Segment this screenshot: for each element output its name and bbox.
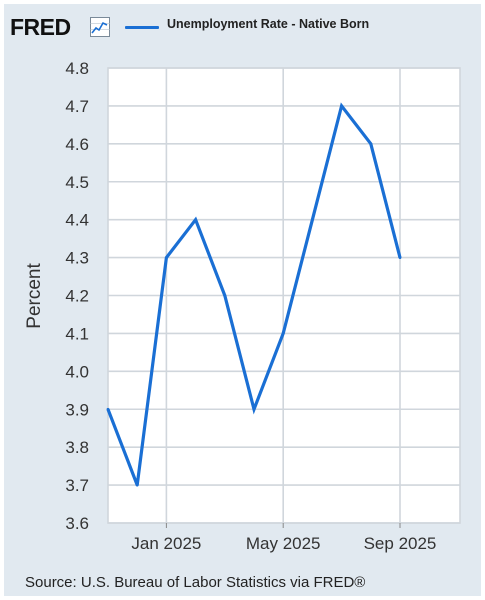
data-point[interactable] bbox=[194, 218, 198, 222]
y-axis: 3.6 3.7 3.8 3.9 4.0 4.1 4.2 4.3 4.4 4.5 4.6 4.7 4.8 bbox=[65, 59, 89, 533]
y-tick-label: 4.8 bbox=[65, 59, 89, 78]
y-tick-label: 3.7 bbox=[65, 476, 89, 495]
y-tick-label: 4.0 bbox=[65, 362, 89, 381]
y-axis-title: Percent bbox=[24, 263, 45, 329]
legend-label: Unemployment Rate - Native Born bbox=[167, 17, 370, 31]
data-point[interactable] bbox=[311, 218, 314, 222]
data-point[interactable] bbox=[340, 104, 343, 108]
data-point[interactable] bbox=[252, 407, 256, 411]
grid-lines bbox=[107, 67, 461, 524]
y-tick-label: 4.3 bbox=[65, 249, 89, 268]
data-point[interactable] bbox=[106, 407, 110, 411]
y-tick-label: 4.1 bbox=[65, 324, 89, 343]
data-point[interactable] bbox=[369, 142, 373, 146]
legend-swatch bbox=[125, 26, 159, 29]
source-note: Source: U.S. Bureau of Labor Statistics … bbox=[25, 574, 366, 591]
data-point[interactable] bbox=[281, 332, 285, 335]
y-tick-label: 3.6 bbox=[65, 514, 89, 533]
y-tick-label: 3.8 bbox=[65, 438, 89, 457]
x-tick-label: Jan 2025 bbox=[131, 534, 201, 553]
data-point[interactable] bbox=[223, 294, 227, 297]
data-point[interactable] bbox=[135, 483, 139, 487]
x-tick-label: Sep 2025 bbox=[364, 534, 437, 553]
y-tick-label: 4.4 bbox=[65, 211, 89, 230]
series-layer bbox=[106, 102, 402, 487]
y-tick-label: 4.7 bbox=[65, 97, 89, 116]
data-point[interactable] bbox=[398, 256, 402, 259]
y-tick-label: 4.2 bbox=[65, 287, 89, 306]
y-tick-label: 4.5 bbox=[65, 173, 89, 192]
data-point[interactable] bbox=[165, 256, 168, 259]
y-tick-label: 4.6 bbox=[65, 135, 89, 154]
x-axis: Jan 2025 May 2025 Sep 2025 bbox=[131, 523, 436, 553]
fred-line-chart-icon bbox=[90, 17, 110, 37]
fred-logo[interactable]: FRED bbox=[10, 14, 71, 40]
x-tick-label: May 2025 bbox=[246, 534, 321, 553]
y-tick-label: 3.9 bbox=[65, 400, 89, 419]
plot-border bbox=[107, 67, 461, 524]
